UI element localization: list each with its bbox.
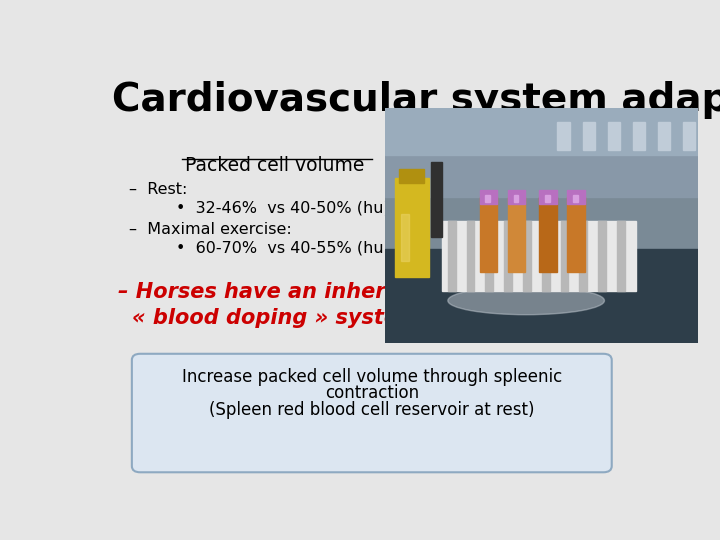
Bar	[545, 195, 549, 202]
Text: –  Maximal exercise:: – Maximal exercise:	[129, 222, 292, 237]
Text: (Spleen red blood cell reservoir at rest): (Spleen red blood cell reservoir at rest…	[209, 401, 534, 418]
Bar	[395, 178, 429, 277]
Text: Packed cell volume: Packed cell volume	[185, 156, 364, 176]
Text: –  Rest:: – Rest:	[129, 182, 187, 197]
Text: Increase packed cell volume through spleenic: Increase packed cell volume through sple…	[181, 368, 562, 386]
Text: •  32-46%  vs 40-50% (hu): • 32-46% vs 40-50% (hu)	[176, 201, 390, 216]
Bar	[480, 190, 497, 204]
Bar	[401, 214, 409, 261]
Bar	[441, 221, 636, 291]
Bar	[485, 221, 493, 291]
Bar	[608, 122, 620, 150]
Text: « blood doping » system: « blood doping » system	[132, 308, 420, 328]
Ellipse shape	[448, 287, 604, 315]
Bar	[567, 190, 585, 204]
Bar	[539, 190, 557, 204]
Bar	[385, 249, 698, 343]
Text: Cardiovascular system adaptations: Cardiovascular system adaptations	[112, 82, 720, 119]
Bar	[617, 221, 625, 291]
Bar	[598, 221, 606, 291]
Bar	[523, 221, 531, 291]
Bar	[567, 197, 585, 272]
Bar	[539, 197, 557, 272]
Bar	[480, 197, 497, 272]
Bar	[580, 221, 588, 291]
Bar	[683, 122, 696, 150]
Bar	[385, 108, 698, 155]
Bar	[557, 122, 570, 150]
Bar	[508, 197, 525, 272]
FancyBboxPatch shape	[132, 354, 612, 472]
Bar	[400, 169, 424, 183]
Bar	[448, 221, 456, 291]
Bar	[573, 195, 578, 202]
Bar	[582, 122, 595, 150]
Bar	[485, 195, 490, 202]
Bar	[431, 162, 441, 237]
Text: •  60-70%  vs 40-55% (hu): • 60-70% vs 40-55% (hu)	[176, 241, 390, 255]
Text: – Horses have an inherent: – Horses have an inherent	[118, 282, 424, 302]
Bar	[467, 221, 474, 291]
Bar	[513, 195, 518, 202]
Bar	[561, 221, 568, 291]
Bar	[657, 122, 670, 150]
Text: contraction: contraction	[325, 384, 419, 402]
Bar	[541, 221, 549, 291]
Bar	[633, 122, 645, 150]
Bar	[504, 221, 512, 291]
Bar	[385, 108, 698, 197]
Bar	[508, 190, 525, 204]
